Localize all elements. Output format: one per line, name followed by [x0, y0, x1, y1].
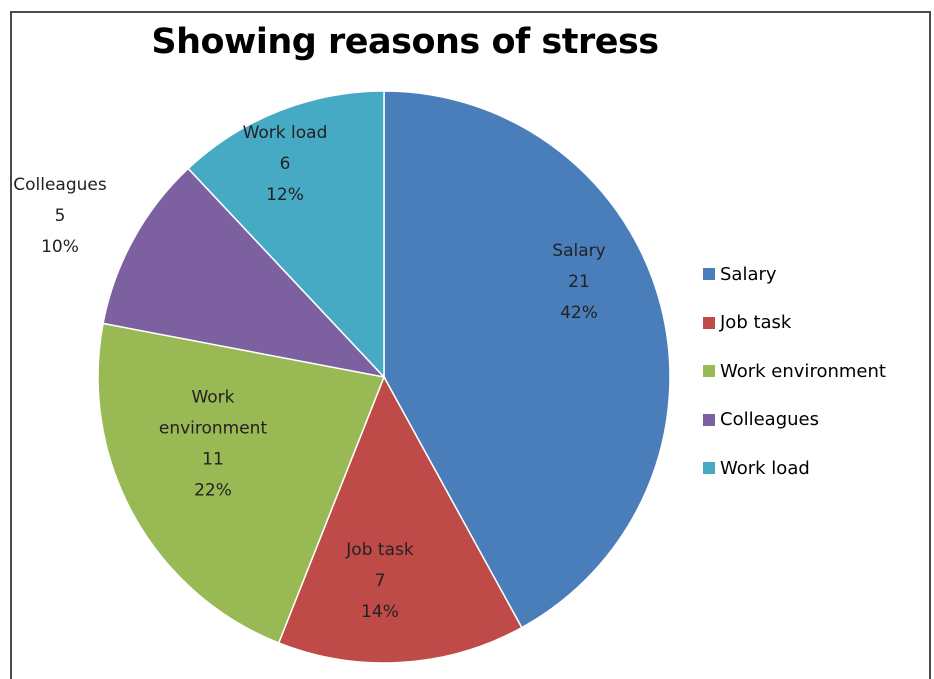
pie-slice-job-task — [277, 375, 523, 664]
slice-label-line: environment — [159, 419, 268, 439]
legend-label: Work load — [720, 457, 810, 479]
slice-label-line: 10% — [41, 237, 79, 257]
slice-label-line: 6 — [280, 154, 291, 174]
legend-swatch — [703, 268, 715, 281]
slice-label-line: Job task — [345, 540, 414, 560]
legend-label: Job task — [720, 312, 792, 334]
slice-label-work-load: Work load 6 12% — [243, 123, 328, 205]
legend-swatch — [703, 462, 715, 475]
legend-swatch — [703, 365, 715, 378]
slice-label-salary: Salary 21 42% — [552, 241, 605, 323]
legend-item-job-task: Job task — [703, 299, 931, 348]
slice-label-line: Work — [191, 388, 234, 408]
pie-slice-work-load — [187, 90, 385, 379]
legend-item-work-environment: Work environment — [703, 347, 931, 396]
legend-label: Colleagues — [720, 409, 819, 431]
slice-label-work-environment: Work environment 11 22% — [159, 388, 268, 501]
legend-label: Salary — [720, 263, 777, 285]
chart-legend: Salary Job task Work environment Colleagues… — [703, 250, 931, 493]
slice-label-line: 14% — [361, 602, 399, 622]
legend-label: Work environment — [720, 360, 886, 382]
slice-label-line: Work load — [243, 123, 328, 143]
legend-item-colleagues: Colleagues — [703, 396, 931, 445]
slice-label-line: 7 — [375, 571, 386, 591]
slice-label-line: 22% — [194, 481, 232, 501]
legend-swatch — [703, 316, 715, 329]
slice-label-line: 12% — [266, 185, 304, 205]
slice-label-job-task: Job task 7 14% — [345, 540, 414, 622]
legend-item-work-load: Work load — [703, 444, 931, 493]
slice-label-line: 11 — [202, 450, 224, 470]
pie-slice-salary — [383, 90, 671, 629]
pie-slice-colleagues — [102, 167, 387, 379]
slice-label-colleagues: Colleagues 5 10% — [13, 175, 107, 257]
slice-label-line: Colleagues — [13, 175, 107, 195]
slice-label-line: Salary — [552, 241, 605, 261]
legend-item-salary: Salary — [703, 250, 931, 299]
legend-swatch — [703, 413, 715, 426]
slice-label-line: 5 — [55, 206, 66, 226]
slice-label-line: 42% — [560, 303, 598, 323]
slice-label-line: 21 — [568, 272, 590, 292]
chart-title: Showing reasons of stress — [151, 22, 659, 62]
pie-slice-work-environment — [97, 322, 386, 644]
